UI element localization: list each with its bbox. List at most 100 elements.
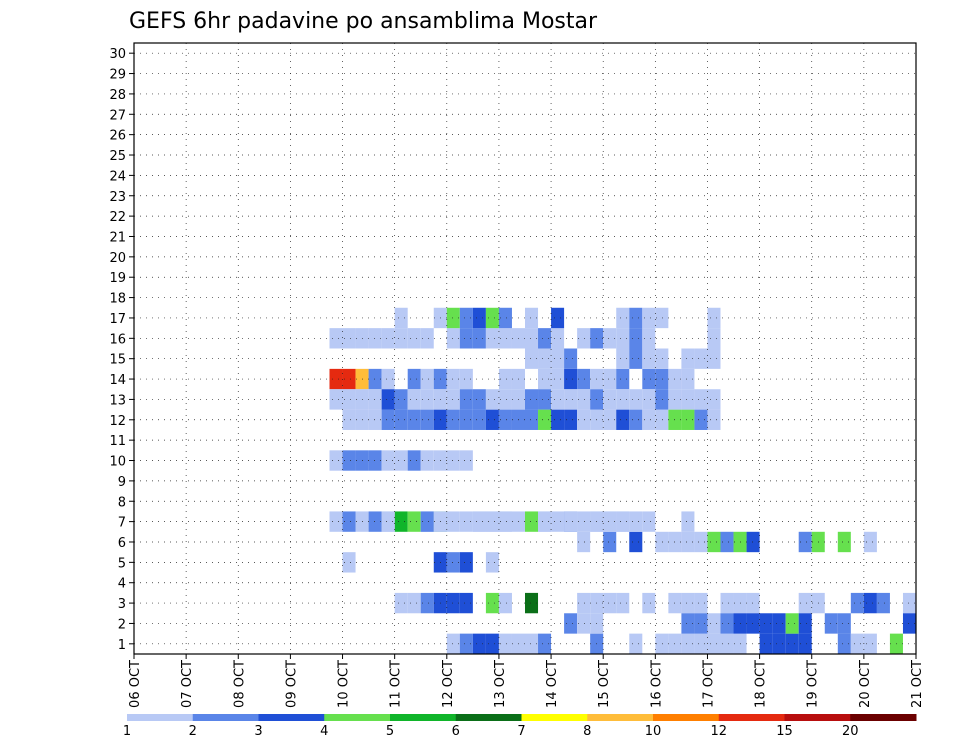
heatmap-cell — [329, 450, 343, 471]
heatmap-cell — [498, 633, 512, 654]
legend-label: 5 — [386, 724, 394, 739]
y-tick-label: 27 — [109, 108, 126, 123]
heatmap-cell — [603, 592, 617, 614]
heatmap-cell — [772, 633, 786, 654]
heatmap-cell — [629, 348, 643, 369]
heatmap-cell — [368, 511, 382, 532]
heatmap-cell — [694, 613, 708, 634]
heatmap-cell — [472, 328, 486, 349]
heatmap-cell — [746, 531, 760, 553]
heatmap-cell — [485, 389, 499, 410]
heatmap-cell — [485, 552, 499, 573]
legend-swatch — [784, 714, 851, 721]
heatmap-cell — [629, 511, 643, 532]
heatmap-cell — [459, 328, 473, 349]
heatmap-cell — [485, 592, 499, 614]
heatmap-cell — [681, 348, 695, 369]
heatmap-cell — [694, 348, 708, 369]
heatmap-cell — [498, 409, 512, 430]
y-tick-label: 1 — [118, 638, 126, 653]
y-tick-label: 17 — [109, 312, 126, 327]
heatmap-cell — [407, 450, 421, 471]
heatmap-cell — [407, 409, 421, 430]
heatmap-cell — [759, 613, 773, 634]
heatmap-cell — [655, 307, 669, 329]
heatmap-cell — [342, 450, 356, 471]
legend-swatch — [127, 714, 194, 721]
heatmap-cell — [798, 633, 812, 654]
heatmap-cell — [342, 328, 356, 349]
heatmap-cell — [616, 328, 630, 349]
heatmap-cell — [863, 592, 877, 614]
heatmap-cell — [577, 531, 591, 553]
y-tick-label: 20 — [109, 251, 126, 266]
heatmap-cell — [459, 307, 473, 329]
heatmap-cell — [381, 328, 395, 349]
heatmap-cell — [629, 409, 643, 430]
heatmap-cell — [629, 328, 643, 349]
heatmap-cell — [459, 552, 473, 573]
legend-swatch — [718, 714, 785, 721]
legend-label: 8 — [583, 724, 591, 739]
heatmap-cell — [485, 328, 499, 349]
heatmap-cell — [420, 328, 434, 349]
heatmap-cell — [603, 409, 617, 430]
heatmap-cell — [551, 348, 565, 369]
y-tick-label: 3 — [118, 597, 126, 612]
heatmap-cell — [577, 328, 591, 349]
heatmap-cell — [446, 633, 460, 654]
heatmap-cell — [407, 389, 421, 410]
heatmap-cell — [655, 348, 669, 369]
heatmap-cell — [459, 450, 473, 471]
heatmap-cell — [837, 633, 851, 654]
heatmap-cell — [329, 389, 343, 410]
x-tick-label: 07 OCT — [180, 660, 195, 708]
heatmap-cell — [407, 328, 421, 349]
y-tick-label: 11 — [109, 434, 126, 449]
heatmap-cell — [381, 511, 395, 532]
heatmap-cell — [485, 511, 499, 532]
heatmap-cell — [551, 389, 565, 410]
heatmap-cell — [525, 592, 539, 614]
heatmap-cell — [459, 368, 473, 390]
y-tick-label: 7 — [118, 516, 126, 531]
heatmap-cell — [720, 531, 734, 553]
heatmap-cell — [577, 368, 591, 390]
heatmap-cell — [446, 307, 460, 329]
heatmap-cell — [642, 307, 656, 329]
heatmap-cell — [577, 592, 591, 614]
heatmap-cell — [616, 592, 630, 614]
heatmap-cell — [564, 389, 578, 410]
heatmap-cell — [472, 633, 486, 654]
y-tick-label: 21 — [109, 230, 126, 245]
x-tick-label: 06 OCT — [128, 660, 143, 708]
heatmap-cell — [525, 633, 539, 654]
x-tick-label: 19 OCT — [806, 660, 821, 708]
heatmap-cell — [498, 368, 512, 390]
heatmap-cell — [746, 613, 760, 634]
heatmap-cell — [642, 409, 656, 430]
heatmap-cell — [603, 531, 617, 553]
x-tick-label: 16 OCT — [649, 660, 664, 708]
heatmap-cell — [394, 511, 408, 532]
heatmap-cell — [525, 307, 539, 329]
heatmap-cell — [837, 531, 851, 553]
heatmap-cell — [329, 368, 343, 390]
legend-label: 4 — [320, 724, 328, 739]
heatmap-cell — [446, 552, 460, 573]
heatmap-cell — [616, 511, 630, 532]
heatmap-cell — [720, 592, 734, 614]
color-legend: 1 2 3 4 5 6 7 8 10 12 15 20 — [123, 714, 917, 739]
heatmap-cell — [368, 328, 382, 349]
legend-label: 15 — [776, 724, 793, 739]
y-tick-label: 4 — [118, 577, 126, 592]
heatmap-cell — [525, 348, 539, 369]
x-tick-label: 15 OCT — [597, 660, 612, 708]
heatmap-cell — [629, 531, 643, 553]
heatmap-cell — [863, 531, 877, 553]
heatmap-cell — [538, 368, 552, 390]
legend-swatch — [390, 714, 457, 721]
heatmap-cell — [538, 389, 552, 410]
heatmap-cell — [707, 307, 721, 329]
heatmap-cell — [394, 592, 408, 614]
